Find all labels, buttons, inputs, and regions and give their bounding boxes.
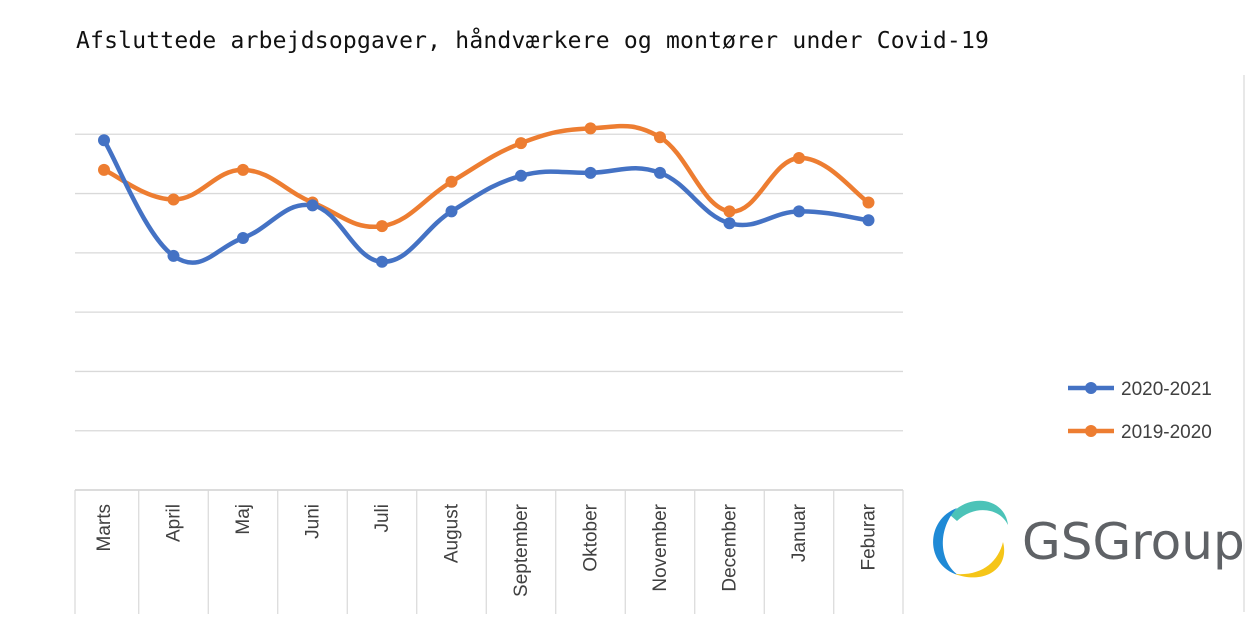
data-point-2019-2020 [723,205,736,218]
data-point-2020-2021 [306,199,319,212]
series-points [98,122,875,268]
data-point-2019-2020 [515,137,527,150]
data-point-2019-2020 [445,175,458,188]
data-point-2020-2021 [98,134,110,147]
x-tick-label: December [720,503,741,591]
data-point-2020-2021 [237,232,249,245]
legend-label: 2020-2021 [1121,379,1212,400]
x-axis: Marts April Maj Juni Juli August September Okto… [74,490,904,614]
legend-label: 2019-2020 [1121,422,1212,443]
data-point-2019-2020 [862,196,875,209]
x-tick-label: Juni [303,504,324,539]
gridlines [75,133,903,491]
data-point-2019-2020 [793,152,805,164]
x-tick-label: April [164,504,185,542]
data-point-2019-2020 [98,163,110,176]
data-point-2019-2020 [237,163,249,176]
legend: 2020-2021 2019-2020 [1068,379,1212,443]
data-point-2020-2021 [862,214,875,227]
x-tick-label: Marts [94,504,115,552]
data-point-2019-2020 [167,193,180,206]
data-point-2020-2021 [723,217,736,230]
legend-swatch-marker [1085,382,1097,394]
data-point-2020-2021 [167,249,180,262]
legend-swatch-marker [1085,425,1097,437]
data-point-2020-2021 [445,205,458,218]
data-point-2019-2020 [376,220,388,233]
data-point-2020-2021 [654,166,666,179]
x-tick-label: Maj [233,504,254,535]
x-tick-label: August [442,503,463,563]
data-point-2019-2020 [654,131,666,144]
x-tick-label: Januar [789,503,810,562]
data-point-2019-2020 [584,122,597,135]
logo-text: GSGroup [1022,513,1245,571]
series-lines [101,123,871,265]
chart-title: Afsluttede arbejdsopgaver, håndværkere o… [76,28,990,54]
data-point-2020-2021 [793,205,805,218]
gsgroup-logo: GSGroup [933,500,1245,578]
data-point-2020-2021 [584,166,597,179]
series-line-2019-2020 [101,123,871,230]
logo-swirl-icon [933,500,1008,578]
x-tick-label: Feburar [859,503,880,570]
data-point-2020-2021 [376,255,388,268]
data-point-2020-2021 [515,169,527,182]
x-tick-label: Oktober [581,503,602,571]
x-tick-label: November [650,503,671,591]
x-tick-label: Juli [372,504,393,533]
x-tick-label: September [511,503,532,597]
